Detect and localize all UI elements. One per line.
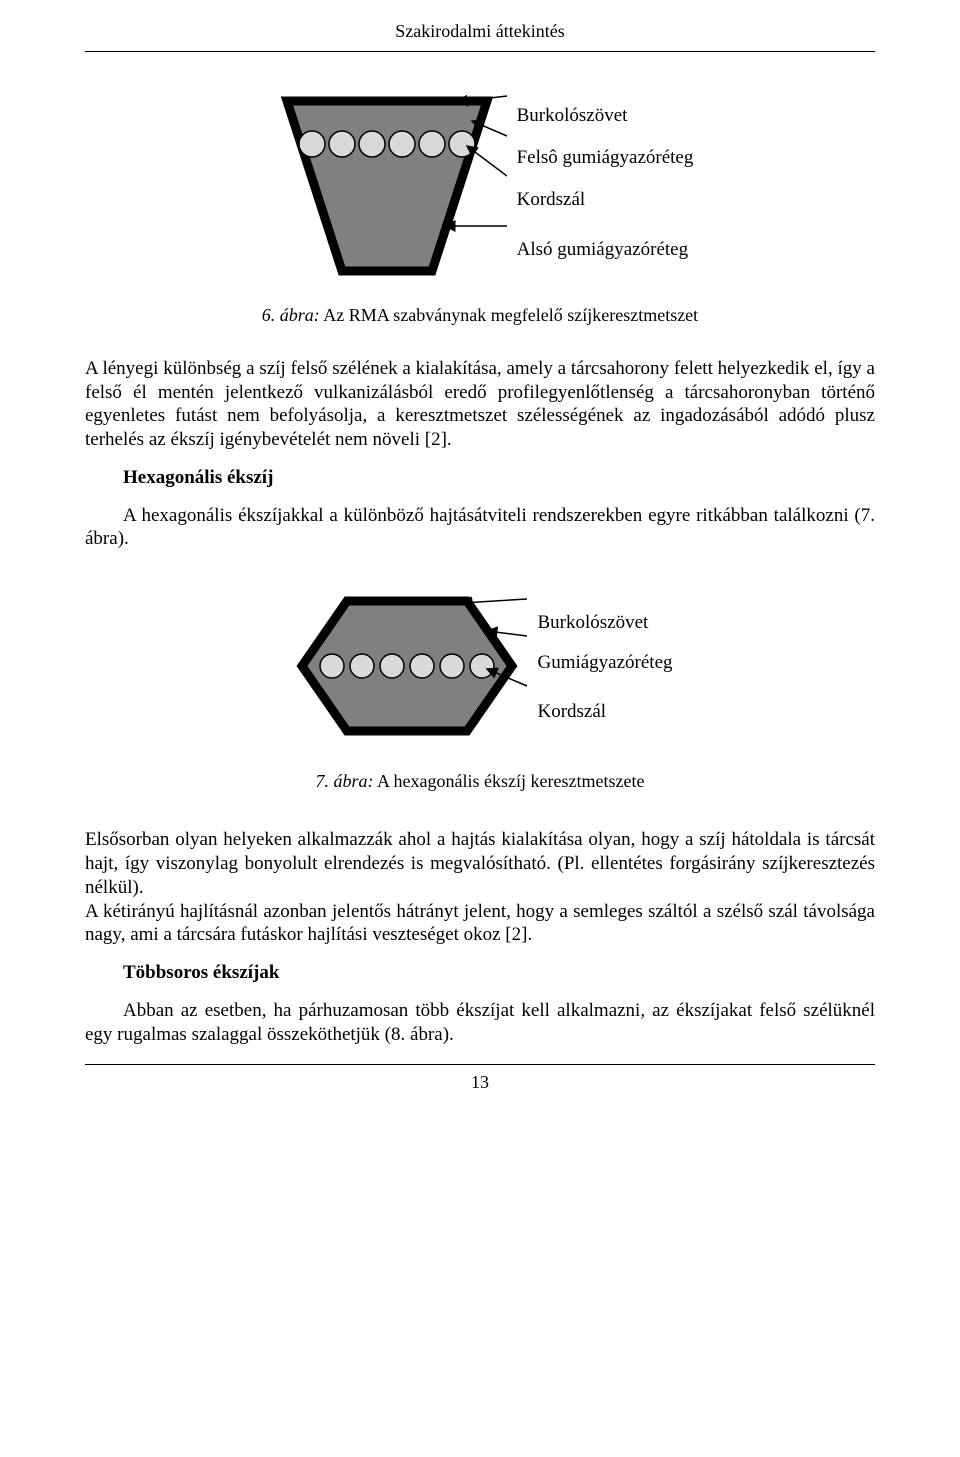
label-hex-kordszal: Kordszál: [537, 700, 672, 724]
paragraph-1: A lényegi különbség a szíj felső széléne…: [85, 357, 875, 452]
label-also: Alsó gumiágyazóréteg: [517, 238, 694, 262]
page-number: 13: [85, 1071, 875, 1094]
figure-7-labels: Burkolószövet Gumiágyazóréteg Kordszál: [537, 611, 672, 728]
footer-rule: [85, 1064, 875, 1065]
subheading-multirow: Többsoros ékszíjak: [123, 961, 875, 985]
figure-6-caption-text: Az RMA szabványnak megfelelő szíjkereszt…: [320, 305, 698, 325]
figure-6-labels: Burkolószövet Felsô gumiágyazóréteg Kord…: [517, 102, 694, 265]
leader-kordszal: [467, 146, 507, 176]
figure-6-row: Burkolószövet Felsô gumiágyazóréteg Kord…: [85, 76, 875, 293]
figure-6: Burkolószövet Felsô gumiágyazóréteg Kord…: [85, 76, 875, 293]
figure-7-svg: [287, 581, 527, 758]
paragraph-2: A hexagonális ékszíjakkal a különböző ha…: [85, 504, 875, 552]
paragraph-3: Elsősorban olyan helyeken alkalmazzák ah…: [85, 828, 875, 899]
paragraph-4: A kétirányú hajlításnál azonban jelentős…: [85, 900, 875, 948]
label-kordszal: Kordszál: [517, 188, 694, 212]
label-burkolo: Burkolószövet: [517, 104, 694, 128]
figure-7-caption-text: A hexagonális ékszíj keresztmetszete: [374, 771, 645, 791]
label-felso: Felsô gumiágyazóréteg: [517, 146, 694, 170]
figure-7-caption-num: 7. ábra:: [316, 771, 374, 791]
figure-7: Burkolószövet Gumiágyazóréteg Kordszál: [85, 581, 875, 758]
figure-6-svg: [267, 76, 507, 293]
figure-6-caption: 6. ábra: Az RMA szabványnak megfelelő sz…: [85, 304, 875, 327]
figure-7-row: Burkolószövet Gumiágyazóréteg Kordszál: [85, 581, 875, 758]
running-head: Szakirodalmi áttekintés: [85, 20, 875, 43]
paragraph-5: Abban az esetben, ha párhuzamosan több é…: [85, 999, 875, 1047]
label-hex-burkolo: Burkolószövet: [537, 611, 672, 635]
belt-outline: [287, 101, 487, 271]
label-hex-gumi: Gumiágyazóréteg: [537, 651, 672, 675]
page: Szakirodalmi áttekintés: [0, 0, 960, 1124]
figure-7-caption: 7. ábra: A hexagonális ékszíj keresztmet…: [85, 770, 875, 793]
header-rule: [85, 51, 875, 52]
subheading-hexagonal: Hexagonális ékszíj: [123, 466, 875, 490]
figure-6-caption-num: 6. ábra:: [262, 305, 320, 325]
